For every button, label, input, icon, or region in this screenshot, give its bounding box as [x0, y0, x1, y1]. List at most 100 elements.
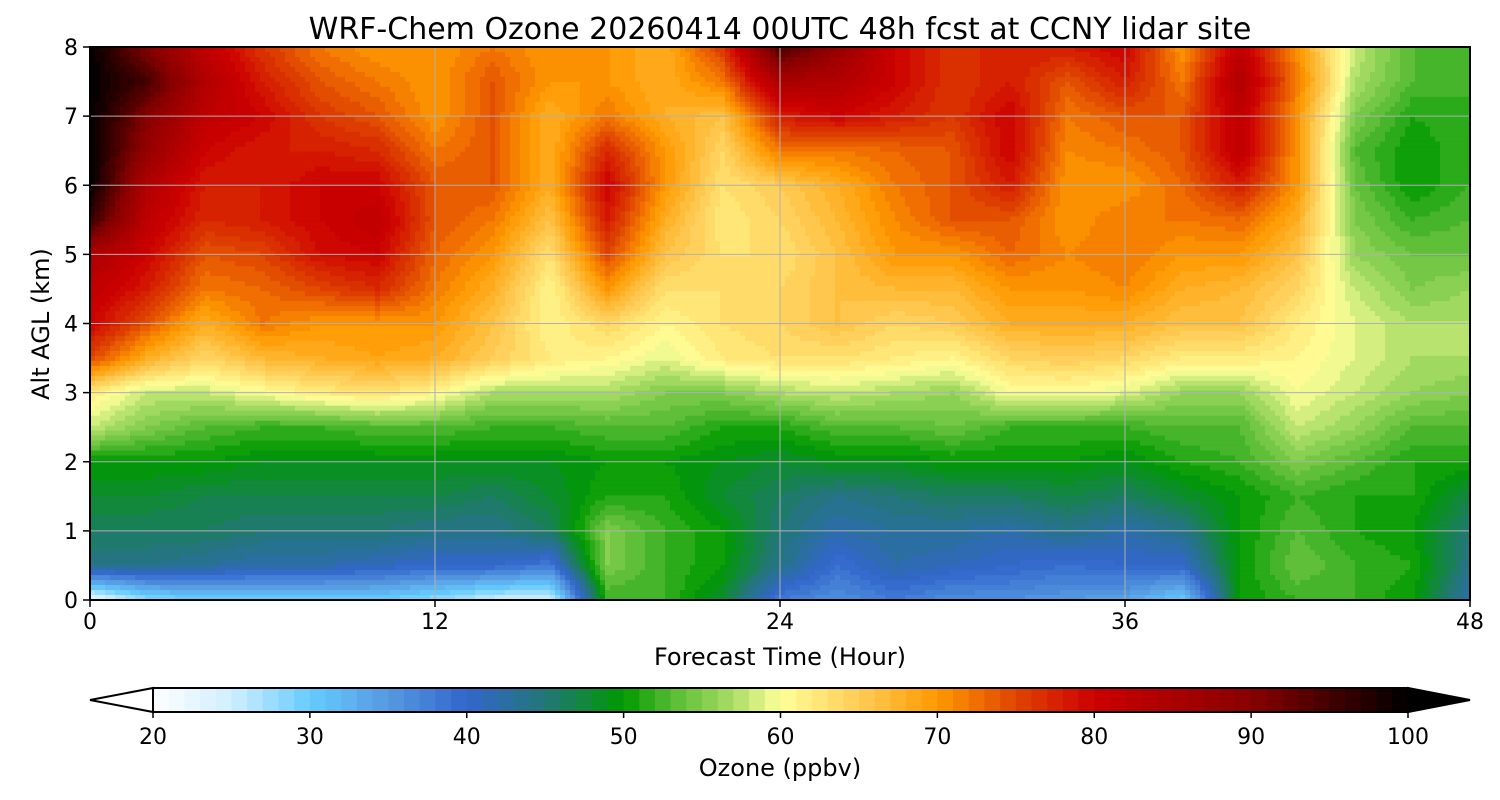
contour-cell — [1340, 161, 1346, 168]
contour-cell — [165, 156, 171, 163]
contour-cell — [1305, 81, 1311, 88]
contour-cell — [565, 111, 581, 118]
contour-cell — [220, 71, 231, 78]
contour-cell — [660, 136, 671, 143]
contour-cell — [1345, 246, 1351, 252]
contour-cell — [115, 156, 121, 163]
contour-cell — [195, 56, 206, 63]
contour-cell — [695, 116, 721, 123]
contour-cell — [755, 126, 761, 133]
contour-cell — [1015, 261, 1056, 267]
contour-cell — [735, 116, 741, 123]
contour-cell — [1250, 47, 1256, 53]
contour-cell — [755, 47, 761, 53]
contour-cell — [1340, 166, 1346, 173]
contour-cell — [1240, 106, 1246, 113]
contour-cell — [1395, 161, 1441, 168]
contour-cell — [1140, 176, 1161, 183]
contour-cell — [1295, 56, 1301, 63]
contour-cell — [715, 206, 741, 212]
contour-cell — [1315, 106, 1321, 113]
contour-cell — [155, 146, 166, 153]
contour-cell — [655, 266, 666, 272]
contour-cell — [1315, 216, 1321, 222]
contour-cell — [245, 51, 256, 58]
contour-cell — [705, 146, 716, 153]
contour-cell — [990, 96, 1021, 103]
contour-cell — [685, 86, 711, 93]
contour-cell — [575, 266, 581, 272]
contour-cell — [195, 96, 201, 103]
contour-cell — [1220, 81, 1226, 88]
contour-cell — [1140, 51, 1146, 58]
contour-cell — [145, 136, 151, 143]
contour-cell — [565, 146, 571, 153]
contour-cell — [1275, 166, 1281, 173]
contour-cell — [510, 136, 521, 143]
contour-cell — [1265, 61, 1271, 68]
contour-cell — [1365, 101, 1381, 108]
contour-cell — [910, 81, 926, 88]
contour-cell — [185, 71, 191, 78]
contour-cell — [115, 171, 121, 178]
contour-cell — [1260, 121, 1266, 128]
contour-cell — [450, 81, 466, 88]
contour-cell — [1300, 266, 1306, 272]
contour-cell — [605, 141, 611, 148]
contour-cell — [1145, 66, 1156, 73]
contour-cell — [725, 71, 731, 78]
contour-cell — [295, 101, 311, 108]
contour-cell — [980, 146, 991, 153]
contour-cell — [265, 81, 281, 88]
contour-cell — [410, 211, 421, 217]
contour-cell — [580, 181, 586, 188]
contour-cell — [1290, 76, 1296, 83]
contour-cell — [1015, 151, 1021, 158]
contour-cell — [1280, 106, 1286, 113]
contour-cell — [1230, 71, 1236, 78]
contour-cell — [1350, 261, 1371, 267]
contour-cell — [715, 211, 746, 217]
contour-cell — [570, 241, 576, 247]
contour-cell — [150, 216, 161, 222]
contour-cell — [695, 156, 701, 163]
contour-cell — [410, 196, 421, 203]
contour-cell — [735, 101, 741, 108]
contour-cell — [1250, 51, 1256, 58]
contour-cell — [1160, 246, 1246, 252]
contour-cell — [390, 111, 406, 118]
contour-cell — [1265, 171, 1276, 178]
contour-cell — [600, 171, 606, 178]
contour-cell — [265, 101, 281, 108]
contour-cell — [615, 181, 621, 188]
contour-cell — [1215, 76, 1221, 83]
contour-cell — [845, 236, 861, 242]
contour-cell — [1305, 101, 1311, 108]
contour-cell — [315, 166, 331, 173]
contour-cell — [100, 241, 111, 247]
contour-cell — [750, 146, 756, 153]
contour-cell — [380, 136, 391, 143]
contour-cell — [1355, 136, 1366, 143]
contour-cell — [1145, 61, 1156, 68]
contour-cell — [1205, 47, 1211, 53]
contour-cell — [125, 231, 131, 237]
contour-cell — [1055, 206, 1111, 212]
contour-cell — [1210, 56, 1216, 63]
contour-cell — [1015, 116, 1026, 123]
contour-cell — [1300, 146, 1306, 153]
contour-cell — [1285, 166, 1291, 173]
contour-cell — [1350, 156, 1361, 163]
contour-cell — [640, 86, 686, 93]
contour-cell — [305, 76, 321, 83]
contour-cell — [130, 71, 141, 78]
contour-cell — [1245, 96, 1251, 103]
contour-cell — [530, 56, 611, 63]
contour-cell — [250, 121, 271, 128]
contour-cell — [200, 111, 211, 118]
contour-cell — [625, 186, 631, 193]
contour-cell — [960, 126, 976, 133]
contour-cell — [1235, 86, 1246, 93]
contour-cell — [510, 231, 521, 237]
contour-cell — [1015, 111, 1026, 118]
